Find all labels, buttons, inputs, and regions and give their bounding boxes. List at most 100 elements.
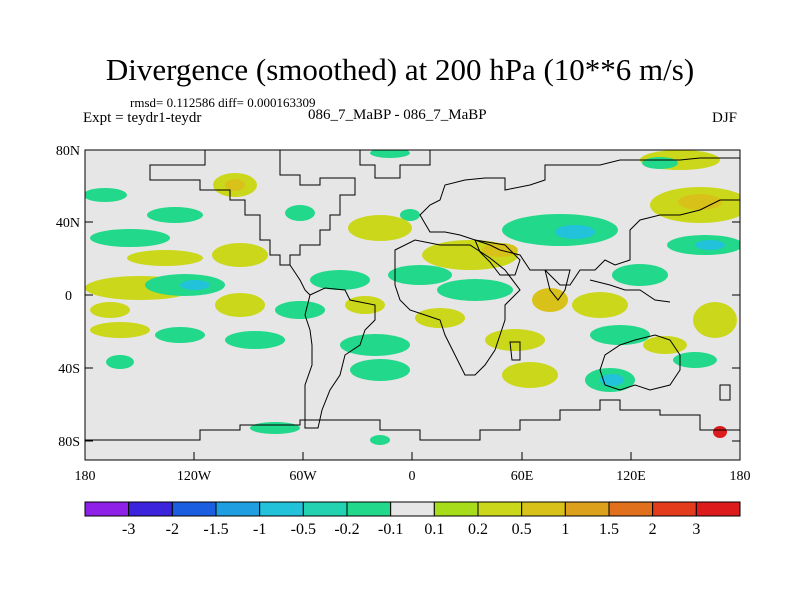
colorbar-label: -0.5 xyxy=(291,521,316,538)
colorbar-box xyxy=(128,501,173,517)
field-blob xyxy=(345,296,385,314)
outline-central-america xyxy=(289,264,311,296)
outline-se-asia xyxy=(589,279,671,303)
continent-outlines xyxy=(85,150,740,441)
colorbar xyxy=(84,501,741,517)
colorbar-label: -3 xyxy=(122,521,135,538)
lat-label: 0 xyxy=(65,289,72,304)
colorbar-box xyxy=(608,501,654,517)
field-blob xyxy=(695,240,725,250)
colorbar-label: -2 xyxy=(166,521,179,538)
field-blob xyxy=(437,279,513,301)
field-blob xyxy=(225,179,245,191)
colorbar-box xyxy=(433,501,479,517)
field-blob xyxy=(340,334,410,356)
field-blob xyxy=(250,422,300,434)
outline-north-america xyxy=(149,150,356,266)
colorbar-label: 0.5 xyxy=(512,521,532,538)
colorbar-label: -0.2 xyxy=(334,521,359,538)
field-blob xyxy=(400,209,420,221)
map-background xyxy=(85,150,740,460)
lat-ticks xyxy=(85,149,740,442)
field-blob xyxy=(678,194,722,210)
field-blob xyxy=(600,374,624,386)
colorbar-label: -1 xyxy=(253,521,266,538)
colorbar-box xyxy=(695,501,741,517)
outline-europe xyxy=(419,157,740,286)
lon-ticks xyxy=(84,452,741,460)
colorbar-box xyxy=(302,501,348,517)
field-blob xyxy=(693,302,737,338)
lat-label: 40S xyxy=(58,362,80,377)
lon-label: 60E xyxy=(511,469,534,484)
colorbar-label: 1 xyxy=(561,521,569,538)
field-blob xyxy=(502,362,558,388)
colorbar-label: 2 xyxy=(649,521,657,538)
field-blob xyxy=(555,225,595,239)
field-blob xyxy=(212,243,268,267)
lat-label: 40N xyxy=(56,216,80,231)
lon-label: 180 xyxy=(75,469,96,484)
lon-label: 120E xyxy=(616,469,646,484)
field-blob xyxy=(485,329,545,351)
colorbar-box xyxy=(84,501,130,517)
lon-label: 0 xyxy=(409,469,416,484)
field-blob xyxy=(285,205,315,221)
stats-line: rmsd= 0.112586 diff= 0.000163309 xyxy=(130,95,316,110)
field-blob xyxy=(90,229,170,247)
experiment-label: Expt = teydr1-teydr xyxy=(83,110,202,126)
field-blob xyxy=(90,322,150,338)
field-blob xyxy=(350,359,410,381)
field-blob xyxy=(673,352,717,368)
field-blob xyxy=(225,331,285,349)
colorbar-label: 0.1 xyxy=(424,521,444,538)
case-label: 086_7_MaBP - 086_7_MaBP xyxy=(308,107,487,123)
outline-new-zealand xyxy=(719,384,731,401)
field-blob xyxy=(106,355,134,369)
colorbar-box xyxy=(215,501,261,517)
lat-label: 80S xyxy=(58,435,80,450)
season-label: DJF xyxy=(712,110,738,126)
field-blob xyxy=(127,250,203,266)
plot-title: Divergence (smoothed) at 200 hPa (10**6 … xyxy=(105,52,695,87)
field-blob xyxy=(590,325,650,345)
colorbar-labels: -3 -2 -1.5 -1 -0.5 -0.2 -0.1 0.1 0.2 0.5 1 1.5 2 3 xyxy=(122,521,700,538)
colorbar-label: 1.5 xyxy=(599,521,619,538)
colorbar-box xyxy=(652,501,697,517)
colorbar-label: -1.5 xyxy=(203,521,228,538)
lon-label: 180 xyxy=(730,469,751,484)
field-blob xyxy=(370,435,390,445)
field-blob xyxy=(310,270,370,290)
lon-label: 60W xyxy=(289,469,317,484)
colorbar-label: 3 xyxy=(692,521,700,538)
field-blob xyxy=(388,265,452,285)
outline-antarctica xyxy=(85,399,740,441)
field-blob xyxy=(180,280,210,290)
outline-arabia xyxy=(474,239,521,276)
field-blob xyxy=(215,293,265,317)
colorbar-box xyxy=(521,501,566,517)
outline-australia xyxy=(599,334,681,391)
field-blob xyxy=(275,301,325,319)
field-blob xyxy=(348,215,412,241)
field-blob xyxy=(572,292,628,318)
lon-label: 120W xyxy=(177,469,212,484)
colorbar-box xyxy=(171,501,217,517)
colorbar-label: 0.2 xyxy=(468,521,488,538)
field-blob xyxy=(155,327,205,343)
colorbar-box xyxy=(390,501,435,517)
field-blob xyxy=(612,264,668,286)
field-blob xyxy=(415,308,465,328)
field-blob xyxy=(147,207,203,223)
field-blob xyxy=(90,302,130,318)
field-blob xyxy=(532,288,568,312)
field-blob xyxy=(642,157,678,169)
outline-madagascar xyxy=(509,341,521,361)
colorbar-box xyxy=(346,501,392,517)
colorbar-box xyxy=(259,501,304,517)
field-blob xyxy=(85,188,127,202)
colorbar-box xyxy=(564,501,610,517)
field-blob xyxy=(370,150,410,158)
colorbar-box xyxy=(477,501,523,517)
